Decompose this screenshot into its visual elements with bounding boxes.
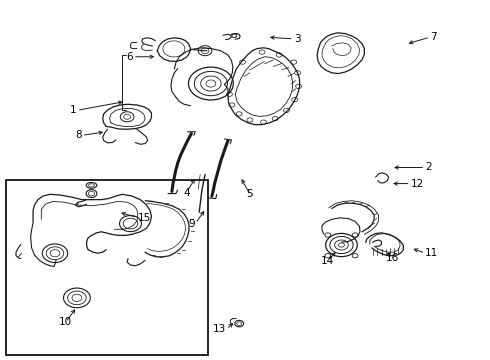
Text: 10: 10 [59,317,72,327]
Text: 4: 4 [183,188,190,198]
Text: 2: 2 [425,162,432,172]
Text: 13: 13 [213,324,226,334]
Bar [6,180,208,355]
Text: 16: 16 [386,253,399,263]
Text: 9: 9 [189,219,196,229]
Text: 14: 14 [321,256,335,266]
Text: 1: 1 [70,105,77,115]
Text: 11: 11 [425,248,439,258]
Text: 12: 12 [411,179,424,189]
Text: 8: 8 [75,130,82,140]
Text: 15: 15 [138,212,151,222]
Text: 5: 5 [246,189,253,199]
Text: 7: 7 [430,32,437,42]
Text: 6: 6 [126,52,133,62]
Text: 3: 3 [294,34,300,44]
